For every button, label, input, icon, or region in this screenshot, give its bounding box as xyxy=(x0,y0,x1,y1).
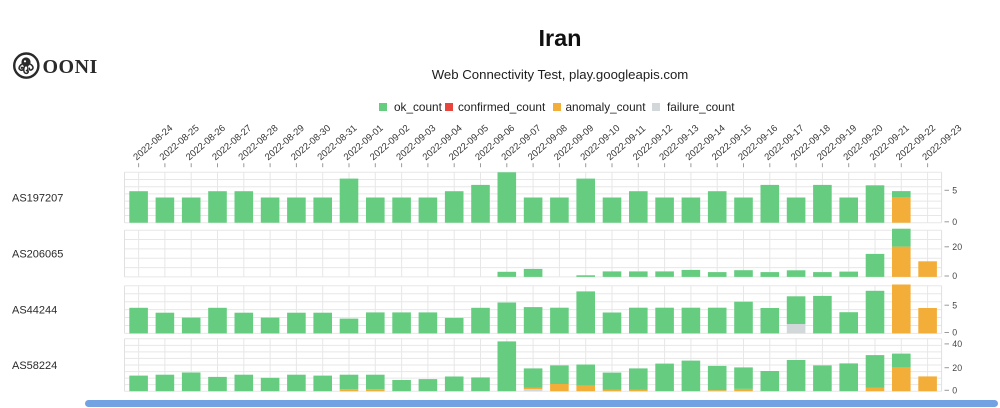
svg-text:5: 5 xyxy=(952,300,957,310)
svg-text:0: 0 xyxy=(952,271,957,281)
svg-text:5: 5 xyxy=(952,185,957,195)
svg-text:0: 0 xyxy=(952,328,957,338)
svg-text:0: 0 xyxy=(952,385,957,395)
svg-text:20: 20 xyxy=(952,363,962,373)
svg-text:AS44244: AS44244 xyxy=(12,305,57,317)
svg-text:AS197207: AS197207 xyxy=(12,193,63,205)
svg-text:AS58224: AS58224 xyxy=(12,360,57,372)
svg-text:0: 0 xyxy=(952,217,957,227)
svg-text:AS206065: AS206065 xyxy=(12,249,63,261)
svg-text:40: 40 xyxy=(952,339,962,349)
svg-text:20: 20 xyxy=(952,242,962,252)
